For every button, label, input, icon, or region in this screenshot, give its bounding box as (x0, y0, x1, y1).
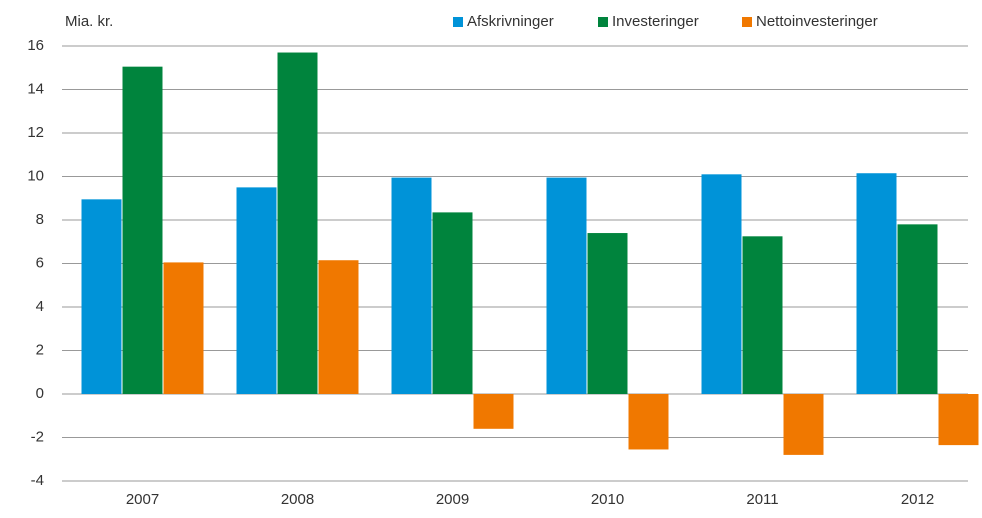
bar (628, 394, 669, 450)
y-tick-label: 10 (27, 167, 44, 184)
y-tick-label: 8 (36, 211, 44, 228)
bar (856, 173, 897, 394)
bar (163, 262, 204, 394)
bar (277, 52, 318, 395)
bar (587, 233, 628, 394)
legend-label: Nettoinvesteringer (756, 13, 878, 30)
bar (938, 394, 979, 446)
bar (783, 394, 824, 455)
legend-label: Afskrivninger (467, 13, 554, 30)
bar (318, 260, 359, 394)
bar (236, 187, 277, 394)
y-tick-label: 16 (27, 37, 44, 54)
y-tick-label: 12 (27, 124, 44, 141)
bar (897, 224, 938, 394)
y-tick-label: 4 (36, 298, 44, 315)
legend-swatch (453, 17, 463, 27)
bar (391, 177, 432, 394)
y-axis-label: Mia. kr. (65, 13, 113, 30)
y-tick-label: 0 (36, 385, 44, 402)
x-tick-label: 2011 (746, 491, 778, 508)
y-tick-label: -4 (31, 472, 44, 489)
x-tick-label: 2007 (126, 491, 159, 508)
y-tick-label: 2 (36, 341, 44, 358)
legend-swatch (742, 17, 752, 27)
x-tick-label: 2012 (901, 491, 934, 508)
bar (432, 212, 473, 394)
bar (701, 174, 742, 394)
bar (81, 199, 122, 394)
y-tick-label: -2 (31, 428, 44, 445)
bar (473, 394, 514, 429)
bar (546, 177, 587, 394)
x-tick-label: 2009 (436, 491, 469, 508)
x-tick-label: 2008 (281, 491, 314, 508)
x-tick-label: 2010 (591, 491, 624, 508)
legend-label: Investeringer (612, 13, 699, 30)
bar (742, 236, 783, 394)
legend-swatch (598, 17, 608, 27)
bar (122, 66, 163, 394)
y-tick-label: 6 (36, 254, 44, 271)
y-tick-label: 14 (27, 80, 44, 97)
